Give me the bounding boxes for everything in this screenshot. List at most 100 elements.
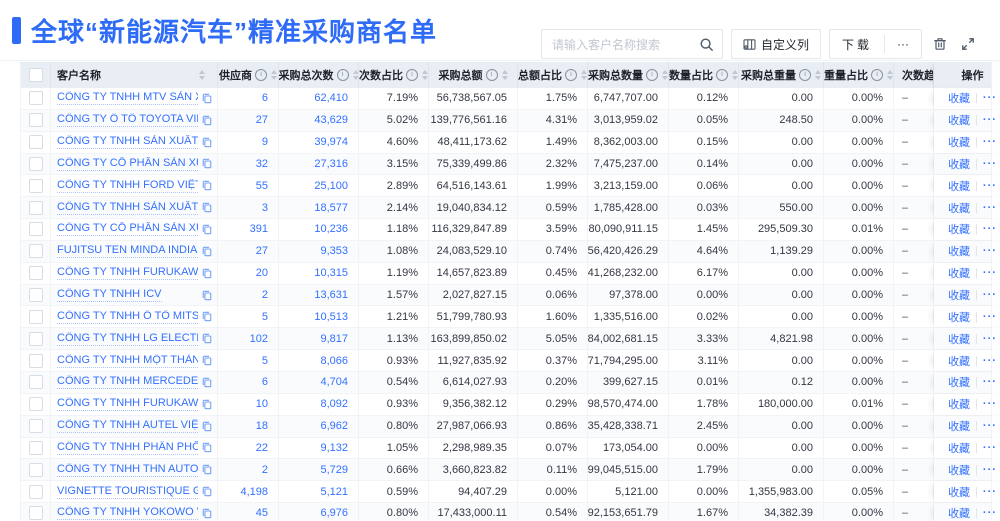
favorite-link[interactable]: 收藏 (948, 333, 971, 346)
customer-name-link[interactable]: CÔNG TY CỔ PHẦN SẢN XUẤT... (57, 222, 198, 237)
row-more-link[interactable]: ··· (982, 201, 997, 214)
column-header-qty-pct[interactable]: 数量占比 i (669, 62, 739, 88)
search-box[interactable] (540, 29, 723, 59)
row-checkbox[interactable] (28, 91, 43, 106)
row-more-link[interactable]: ··· (982, 136, 997, 149)
fullscreen-icon[interactable] (958, 29, 978, 59)
download-button[interactable]: 下载 (841, 37, 872, 52)
row-checkbox[interactable] (28, 266, 43, 281)
row-more-link[interactable]: ··· (982, 420, 997, 433)
copy-icon[interactable] (202, 158, 212, 169)
copy-icon[interactable] (202, 464, 212, 475)
favorite-link[interactable]: 收藏 (948, 202, 971, 215)
favorite-link[interactable]: 收藏 (948, 311, 971, 324)
row-checkbox[interactable] (28, 309, 43, 324)
favorite-link[interactable]: 收藏 (948, 442, 971, 455)
row-checkbox[interactable] (28, 222, 43, 237)
copy-icon[interactable] (202, 93, 212, 104)
sort-icon[interactable] (501, 70, 508, 80)
row-checkbox[interactable] (28, 200, 43, 215)
favorite-link[interactable]: 收藏 (948, 464, 971, 477)
row-more-link[interactable]: ··· (982, 223, 997, 236)
customer-name-link[interactable]: CÔNG TY TNHH AUTEL VIỆT N... (57, 419, 198, 434)
row-more-link[interactable]: ··· (982, 376, 997, 389)
row-checkbox[interactable] (28, 244, 43, 259)
row-checkbox[interactable] (28, 375, 43, 390)
copy-icon[interactable] (202, 355, 212, 366)
column-header-times-pct[interactable]: 次数占比 i (359, 62, 429, 88)
sort-icon[interactable] (271, 70, 277, 80)
column-header-weight-pct[interactable]: 重量占比 i (824, 62, 894, 88)
row-more-link[interactable]: ··· (982, 179, 997, 192)
customer-name-link[interactable]: CÔNG TY TNHH PHÂN PHỐI T... (57, 441, 198, 455)
customer-name-link[interactable]: CÔNG TY TNHH MỘT THÀNH V... (57, 354, 198, 368)
delete-icon[interactable] (930, 29, 950, 59)
favorite-link[interactable]: 收藏 (948, 268, 971, 281)
column-header-purchase-qty[interactable]: 采购总数量 i (588, 62, 669, 88)
row-more-link[interactable]: ··· (982, 245, 997, 258)
row-more-link[interactable]: ··· (982, 463, 997, 476)
favorite-link[interactable]: 收藏 (948, 355, 971, 368)
sort-icon[interactable] (422, 70, 428, 80)
row-more-link[interactable]: ··· (982, 354, 997, 367)
row-more-link[interactable]: ··· (982, 485, 997, 498)
copy-icon[interactable] (202, 508, 212, 519)
copy-icon[interactable] (202, 268, 212, 279)
customer-name-link[interactable]: CÔNG TY TNHH ICV (57, 288, 162, 303)
row-checkbox[interactable] (28, 506, 43, 521)
sort-icon[interactable] (732, 70, 738, 80)
row-checkbox[interactable] (28, 484, 43, 499)
row-more-link[interactable]: ··· (982, 114, 997, 127)
search-input[interactable] (549, 31, 694, 59)
favorite-link[interactable]: 收藏 (948, 93, 971, 106)
copy-icon[interactable] (202, 486, 212, 497)
customer-name-link[interactable]: CÔNG TY TNHH MTV SẢN XUẤ... (57, 91, 198, 106)
row-checkbox[interactable] (28, 331, 43, 346)
copy-icon[interactable] (202, 333, 212, 344)
customer-name-link[interactable]: CÔNG TY TNHH FURUKAWA A... (57, 397, 198, 412)
customer-name-link[interactable]: CÔNG TY TNHH YOKOWO VIỆT... (57, 506, 198, 521)
column-header-purchase-amount[interactable]: 采购总额 i (429, 62, 518, 88)
favorite-link[interactable]: 收藏 (948, 158, 971, 171)
customer-name-link[interactable]: CÔNG TY TNHH SẢN XUẤT VÀ ... (57, 135, 198, 150)
sort-icon[interactable] (887, 70, 893, 80)
favorite-link[interactable]: 收藏 (948, 137, 971, 150)
favorite-link[interactable]: 收藏 (948, 180, 971, 193)
copy-icon[interactable] (202, 421, 212, 432)
sort-icon[interactable] (352, 70, 358, 80)
favorite-link[interactable]: 收藏 (948, 486, 971, 499)
select-all-checkbox[interactable] (28, 68, 43, 82)
row-more-link[interactable]: ··· (982, 310, 997, 323)
favorite-link[interactable]: 收藏 (948, 224, 971, 237)
customer-name-link[interactable]: CÔNG TY Ô TÔ TOYOTA VIỆT ... (57, 113, 198, 128)
customer-name-link[interactable]: CÔNG TY TNHH FURUKAWA A... (57, 266, 198, 281)
copy-icon[interactable] (202, 246, 212, 257)
row-more-link[interactable]: ··· (982, 332, 997, 345)
copy-icon[interactable] (202, 377, 212, 388)
customize-columns-button[interactable]: 自定义列 (730, 29, 821, 59)
copy-icon[interactable] (202, 311, 212, 322)
sort-icon[interactable] (662, 70, 668, 80)
favorite-link[interactable]: 收藏 (948, 399, 971, 412)
customer-name-link[interactable]: CÔNG TY CỔ PHẦN SẢN XUẤT... (57, 157, 198, 171)
row-checkbox[interactable] (28, 440, 43, 455)
row-checkbox[interactable] (28, 288, 43, 303)
row-checkbox[interactable] (28, 156, 43, 171)
row-checkbox[interactable] (28, 113, 43, 128)
search-icon[interactable] (699, 37, 714, 57)
row-checkbox[interactable] (28, 462, 43, 477)
copy-icon[interactable] (202, 442, 212, 453)
row-checkbox[interactable] (28, 353, 43, 368)
row-more-link[interactable]: ··· (982, 157, 997, 170)
copy-icon[interactable] (202, 137, 212, 148)
customer-name-link[interactable]: CÔNG TY TNHH FORD VIỆT NAM (57, 179, 198, 193)
copy-icon[interactable] (202, 290, 212, 301)
row-checkbox[interactable] (28, 397, 43, 412)
customer-name-link[interactable]: CÔNG TY TNHH THN AUTOPAR... (57, 462, 198, 477)
column-header-customer-name[interactable]: 客户名称 (51, 62, 218, 88)
row-more-link[interactable]: ··· (982, 289, 997, 302)
customer-name-link[interactable]: FUJITSU TEN MINDA INDIA PVT... (57, 244, 198, 259)
row-more-link[interactable]: ··· (982, 267, 997, 280)
column-header-purchase-weight[interactable]: 采购总重量 i (739, 62, 824, 88)
sort-icon[interactable] (199, 70, 205, 80)
